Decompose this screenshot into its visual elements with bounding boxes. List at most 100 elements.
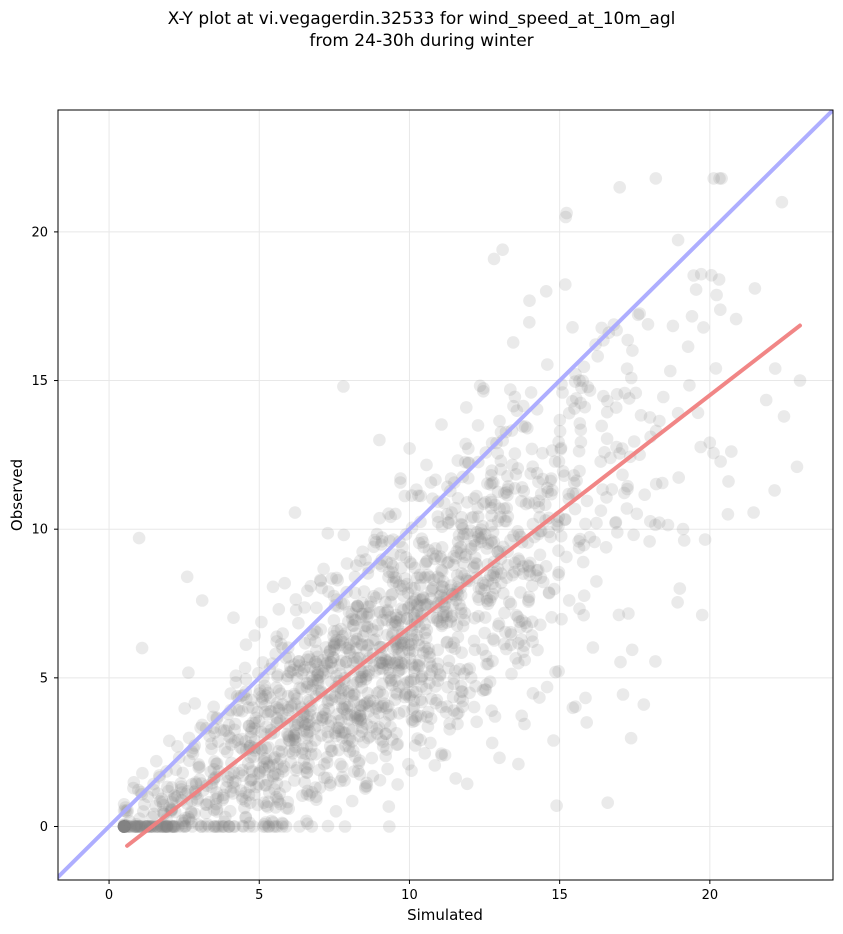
scatter-point bbox=[553, 413, 567, 427]
scatter-point bbox=[403, 442, 416, 455]
scatter-point bbox=[278, 780, 292, 793]
scatter-point bbox=[208, 820, 221, 833]
scatter-point bbox=[349, 627, 363, 640]
scatter-point bbox=[245, 725, 258, 739]
scatter-point bbox=[516, 645, 530, 659]
scatter-point bbox=[324, 776, 337, 789]
scatter-point bbox=[375, 559, 389, 573]
scatter-point bbox=[467, 560, 481, 574]
scatter-point bbox=[353, 670, 367, 684]
scatter-point bbox=[192, 761, 205, 774]
scatter-point bbox=[373, 662, 386, 675]
scatter-point bbox=[390, 642, 404, 655]
scatter-point bbox=[178, 814, 191, 827]
scatter-point bbox=[568, 402, 581, 415]
scatter-point bbox=[360, 644, 373, 657]
scatter-point bbox=[583, 384, 597, 397]
scatter-point bbox=[480, 657, 494, 671]
scatter-point bbox=[664, 364, 677, 378]
scatter-point bbox=[458, 569, 471, 582]
scatter-point bbox=[222, 718, 236, 732]
scatter-point bbox=[401, 586, 415, 600]
scatter-point bbox=[417, 591, 430, 605]
scatter-point bbox=[430, 693, 444, 707]
scatter-point bbox=[485, 590, 498, 604]
scatter-point bbox=[485, 704, 498, 717]
scatter-point bbox=[303, 708, 317, 721]
scatter-point bbox=[627, 435, 641, 448]
scatter-point bbox=[471, 510, 485, 524]
scatter-point bbox=[342, 713, 356, 726]
scatter-point bbox=[532, 494, 546, 508]
scatter-point bbox=[376, 740, 390, 753]
scatter-point bbox=[394, 636, 408, 650]
scatter-point bbox=[239, 638, 253, 651]
scatter-point bbox=[239, 811, 252, 824]
scatter-point bbox=[354, 713, 367, 727]
scatter-point bbox=[353, 754, 366, 767]
scatter-point bbox=[269, 801, 283, 814]
scatter-point bbox=[314, 573, 327, 587]
scatter-point bbox=[625, 371, 638, 385]
scatter-point bbox=[577, 589, 591, 602]
scatter-point bbox=[208, 755, 221, 768]
scatter-point bbox=[484, 493, 498, 507]
scatter-point bbox=[513, 554, 526, 568]
scatter-point bbox=[472, 582, 486, 595]
scatter-point bbox=[379, 727, 393, 741]
scatter-point bbox=[460, 663, 474, 676]
scatter-point bbox=[371, 686, 384, 700]
scatter-point bbox=[454, 547, 468, 560]
scatter-point bbox=[480, 594, 494, 608]
scatter-point bbox=[210, 757, 224, 770]
scatter-point bbox=[258, 763, 272, 776]
scatter-point bbox=[405, 629, 418, 642]
scatter-point bbox=[135, 820, 148, 833]
scatter-point bbox=[363, 600, 376, 613]
scatter-point bbox=[492, 619, 505, 633]
scatter-point bbox=[298, 747, 312, 760]
scatter-point bbox=[246, 701, 259, 714]
scatter-point bbox=[276, 698, 289, 711]
scatter-point bbox=[470, 489, 483, 503]
scatter-point bbox=[334, 691, 348, 705]
scatter-point bbox=[541, 358, 554, 371]
scatter-point bbox=[450, 619, 464, 632]
scatter-point bbox=[532, 500, 546, 514]
scatter-point bbox=[394, 656, 408, 669]
scatter-point bbox=[297, 754, 311, 767]
scatter-point bbox=[262, 741, 275, 754]
y-axis-label: Observed bbox=[8, 459, 26, 531]
scatter-point bbox=[498, 606, 511, 620]
scatter-point bbox=[215, 820, 229, 833]
scatter-point bbox=[590, 516, 603, 530]
scatter-point bbox=[500, 642, 513, 656]
scatter-point bbox=[458, 606, 472, 620]
scatter-point bbox=[476, 643, 489, 656]
scatter-point bbox=[590, 575, 603, 588]
scatter-point bbox=[440, 508, 454, 521]
scatter-point bbox=[615, 442, 629, 455]
scatter-point bbox=[653, 414, 666, 428]
scatter-point bbox=[295, 682, 308, 696]
scatter-point bbox=[315, 581, 329, 595]
scatter-point bbox=[524, 467, 537, 480]
scatter-point bbox=[530, 564, 544, 577]
scatter-point bbox=[398, 690, 411, 704]
scatter-point bbox=[117, 820, 131, 833]
scatter-point bbox=[568, 502, 582, 516]
scatter-point bbox=[323, 645, 337, 658]
scatter-point bbox=[545, 472, 558, 485]
scatter-point bbox=[300, 766, 314, 780]
scatter-point bbox=[160, 820, 174, 833]
scatter-point bbox=[710, 288, 723, 302]
scatter-point bbox=[241, 757, 255, 770]
scatter-point bbox=[271, 696, 284, 710]
scatter-point bbox=[389, 674, 402, 687]
scatter-point bbox=[316, 664, 329, 678]
scatter-point bbox=[336, 770, 349, 784]
scatter-point bbox=[423, 656, 437, 670]
scatter-point bbox=[430, 549, 443, 563]
scatter-point bbox=[394, 476, 407, 489]
scatter-point bbox=[255, 743, 269, 757]
